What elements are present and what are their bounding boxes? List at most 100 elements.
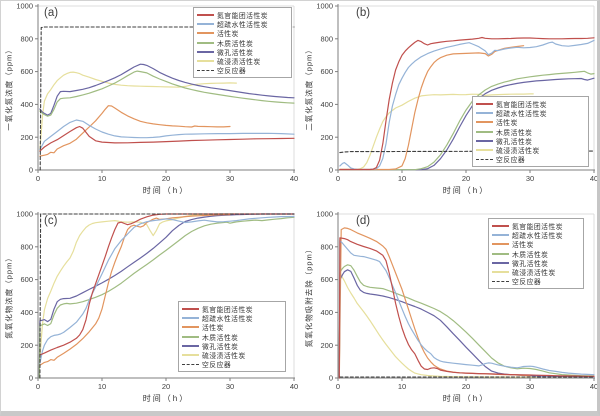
x-axis-title: 时间（h） [142,394,190,403]
y-tick-label: 1000 [316,2,333,11]
y-tick-label: 200 [320,133,333,142]
legend-item: 空反应器 [197,66,288,75]
series-line [339,70,595,171]
legend-line-sample [197,41,214,44]
series-line [338,239,595,379]
legend-item: 活性炭 [182,323,282,332]
legend-item: 氮官能团活性炭 [476,99,585,109]
legend-item: 超疏水性活性炭 [197,19,288,29]
series-line [39,105,231,157]
series-line [39,213,295,379]
legend-line-sample [182,307,199,310]
legend-item: 木质活性炭 [476,127,585,137]
legend-item: 硫浸渍活性炭 [197,56,288,66]
x-axis-title: 时间（h） [442,186,490,195]
legend-label: 木质活性炭 [496,129,533,137]
legend-line-sample [182,326,199,329]
legend-line-sample [476,130,493,133]
legend-label: 微孔活性炭 [512,260,549,268]
y-tick-label: 1000 [16,2,33,11]
legend-dashed-line-sample [492,280,509,282]
x-tick-label: 20 [162,174,170,183]
legend-label: 超疏水性活性炭 [217,21,269,29]
y-axis-title: 二氧化氮浓度（ppm） [304,45,314,131]
y-tick-label: 400 [20,308,33,317]
panel-a: 0 200 400 600 800 1000 0 10 20 30 40 (a) 一氧化氮浓度（pp… [0,0,300,208]
legend-line-sample [492,252,509,255]
legend-dashed-line-sample [182,363,199,365]
legend-item: 微孔活性炭 [197,47,288,57]
y-axis-title: 氮氧化物浓度（ppm） [4,253,14,339]
legend-label: 活性炭 [217,31,239,39]
y-tick-label: 200 [20,133,33,142]
x-tick-label: 20 [162,382,170,391]
legend-item: 超疏水性活性炭 [182,313,282,323]
legend-line-sample [476,111,493,114]
series-line [339,36,595,171]
panel-letter: (b) [356,7,371,19]
legend-line-sample [197,22,214,25]
series-line [39,71,237,151]
legend-line-sample [476,121,493,124]
series-line [39,214,231,366]
y-tick-label: 600 [320,275,333,284]
x-tick-label: 20 [462,382,470,391]
legend: 氮官能团活性炭 超疏水性活性炭 活性炭 木质活性炭 微孔活性炭 硫浸渍活性炭 空反应器 [472,96,589,168]
x-tick-label: 20 [462,174,470,183]
legend-item: 空反应器 [182,360,282,369]
x-tick-label: 30 [226,382,234,391]
legend-label: 微孔活性炭 [217,49,254,57]
legend-label: 硫浸渍活性炭 [496,148,540,156]
x-axis-title: 时间（h） [442,394,490,403]
y-tick-label: 600 [320,67,333,76]
legend-item: 氮官能团活性炭 [197,10,288,20]
legend-dashed-line-sample [476,158,493,160]
legend-line-sample [182,354,199,357]
x-tick-label: 30 [526,174,534,183]
legend-item: 活性炭 [197,29,288,38]
legend-item: 硫浸渍活性炭 [182,350,282,361]
legend-label: 硫浸渍活性炭 [202,353,246,361]
legend-item: 微孔活性炭 [182,341,282,351]
legend-item: 硫浸渍活性炭 [492,267,580,277]
legend-dashed-line-sample [197,69,214,71]
legend-item: 氮官能团活性炭 [182,304,282,314]
legend-item: 硫浸渍活性炭 [476,145,585,156]
x-tick-label: 0 [36,382,40,391]
legend-line-sample [476,102,493,105]
legend-label: 活性炭 [202,325,224,333]
legend-label: 空反应器 [512,279,542,287]
legend-item: 微孔活性炭 [492,258,580,268]
legend-line-sample [492,271,509,274]
legend-item: 超疏水性活性炭 [476,108,585,118]
y-tick-label: 0 [29,166,33,175]
legend: 氮官能团活性炭 超疏水性活性炭 活性炭 木质活性炭 微孔活性炭 硫浸渍活性炭 空反应器 [488,218,584,290]
legend-label: 空反应器 [202,362,232,370]
panel-letter: (a) [44,7,59,19]
x-tick-label: 40 [590,382,598,391]
y-tick-label: 400 [320,100,333,109]
x-tick-label: 0 [336,174,340,183]
plot-area-d: 0 200 400 600 800 1000 0 10 20 30 40 [316,210,598,391]
legend-label: 微孔活性炭 [202,343,239,351]
legend-label: 氮官能团活性炭 [202,306,254,314]
legend-label: 活性炭 [512,242,534,250]
legend-item: 活性炭 [476,118,585,127]
series-line [39,26,295,171]
legend-label: 木质活性炭 [217,40,254,48]
legend-item: 活性炭 [492,240,580,249]
x-tick-label: 40 [590,174,598,183]
y-axis-title: 氮氧化物吸附去除（ppm） [304,244,314,348]
legend-item: 木质活性炭 [197,38,288,48]
legend-line-sample [492,224,509,227]
legend-line-sample [197,13,214,16]
panel-letter: (c) [44,215,58,227]
y-tick-label: 1000 [16,210,33,219]
legend-line-sample [492,261,509,264]
legend-item: 木质活性炭 [182,332,282,342]
y-tick-label: 400 [320,308,333,317]
legend-label: 微孔活性炭 [496,138,533,146]
legend-line-sample [182,335,199,338]
y-tick-label: 800 [320,34,333,43]
